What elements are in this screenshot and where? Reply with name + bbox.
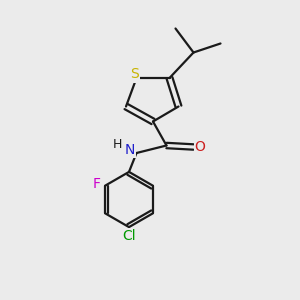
Text: O: O	[195, 140, 206, 154]
Text: H: H	[112, 138, 122, 151]
Text: Cl: Cl	[122, 229, 136, 243]
Text: S: S	[130, 68, 139, 81]
Text: N: N	[125, 143, 135, 157]
Text: F: F	[93, 177, 101, 191]
